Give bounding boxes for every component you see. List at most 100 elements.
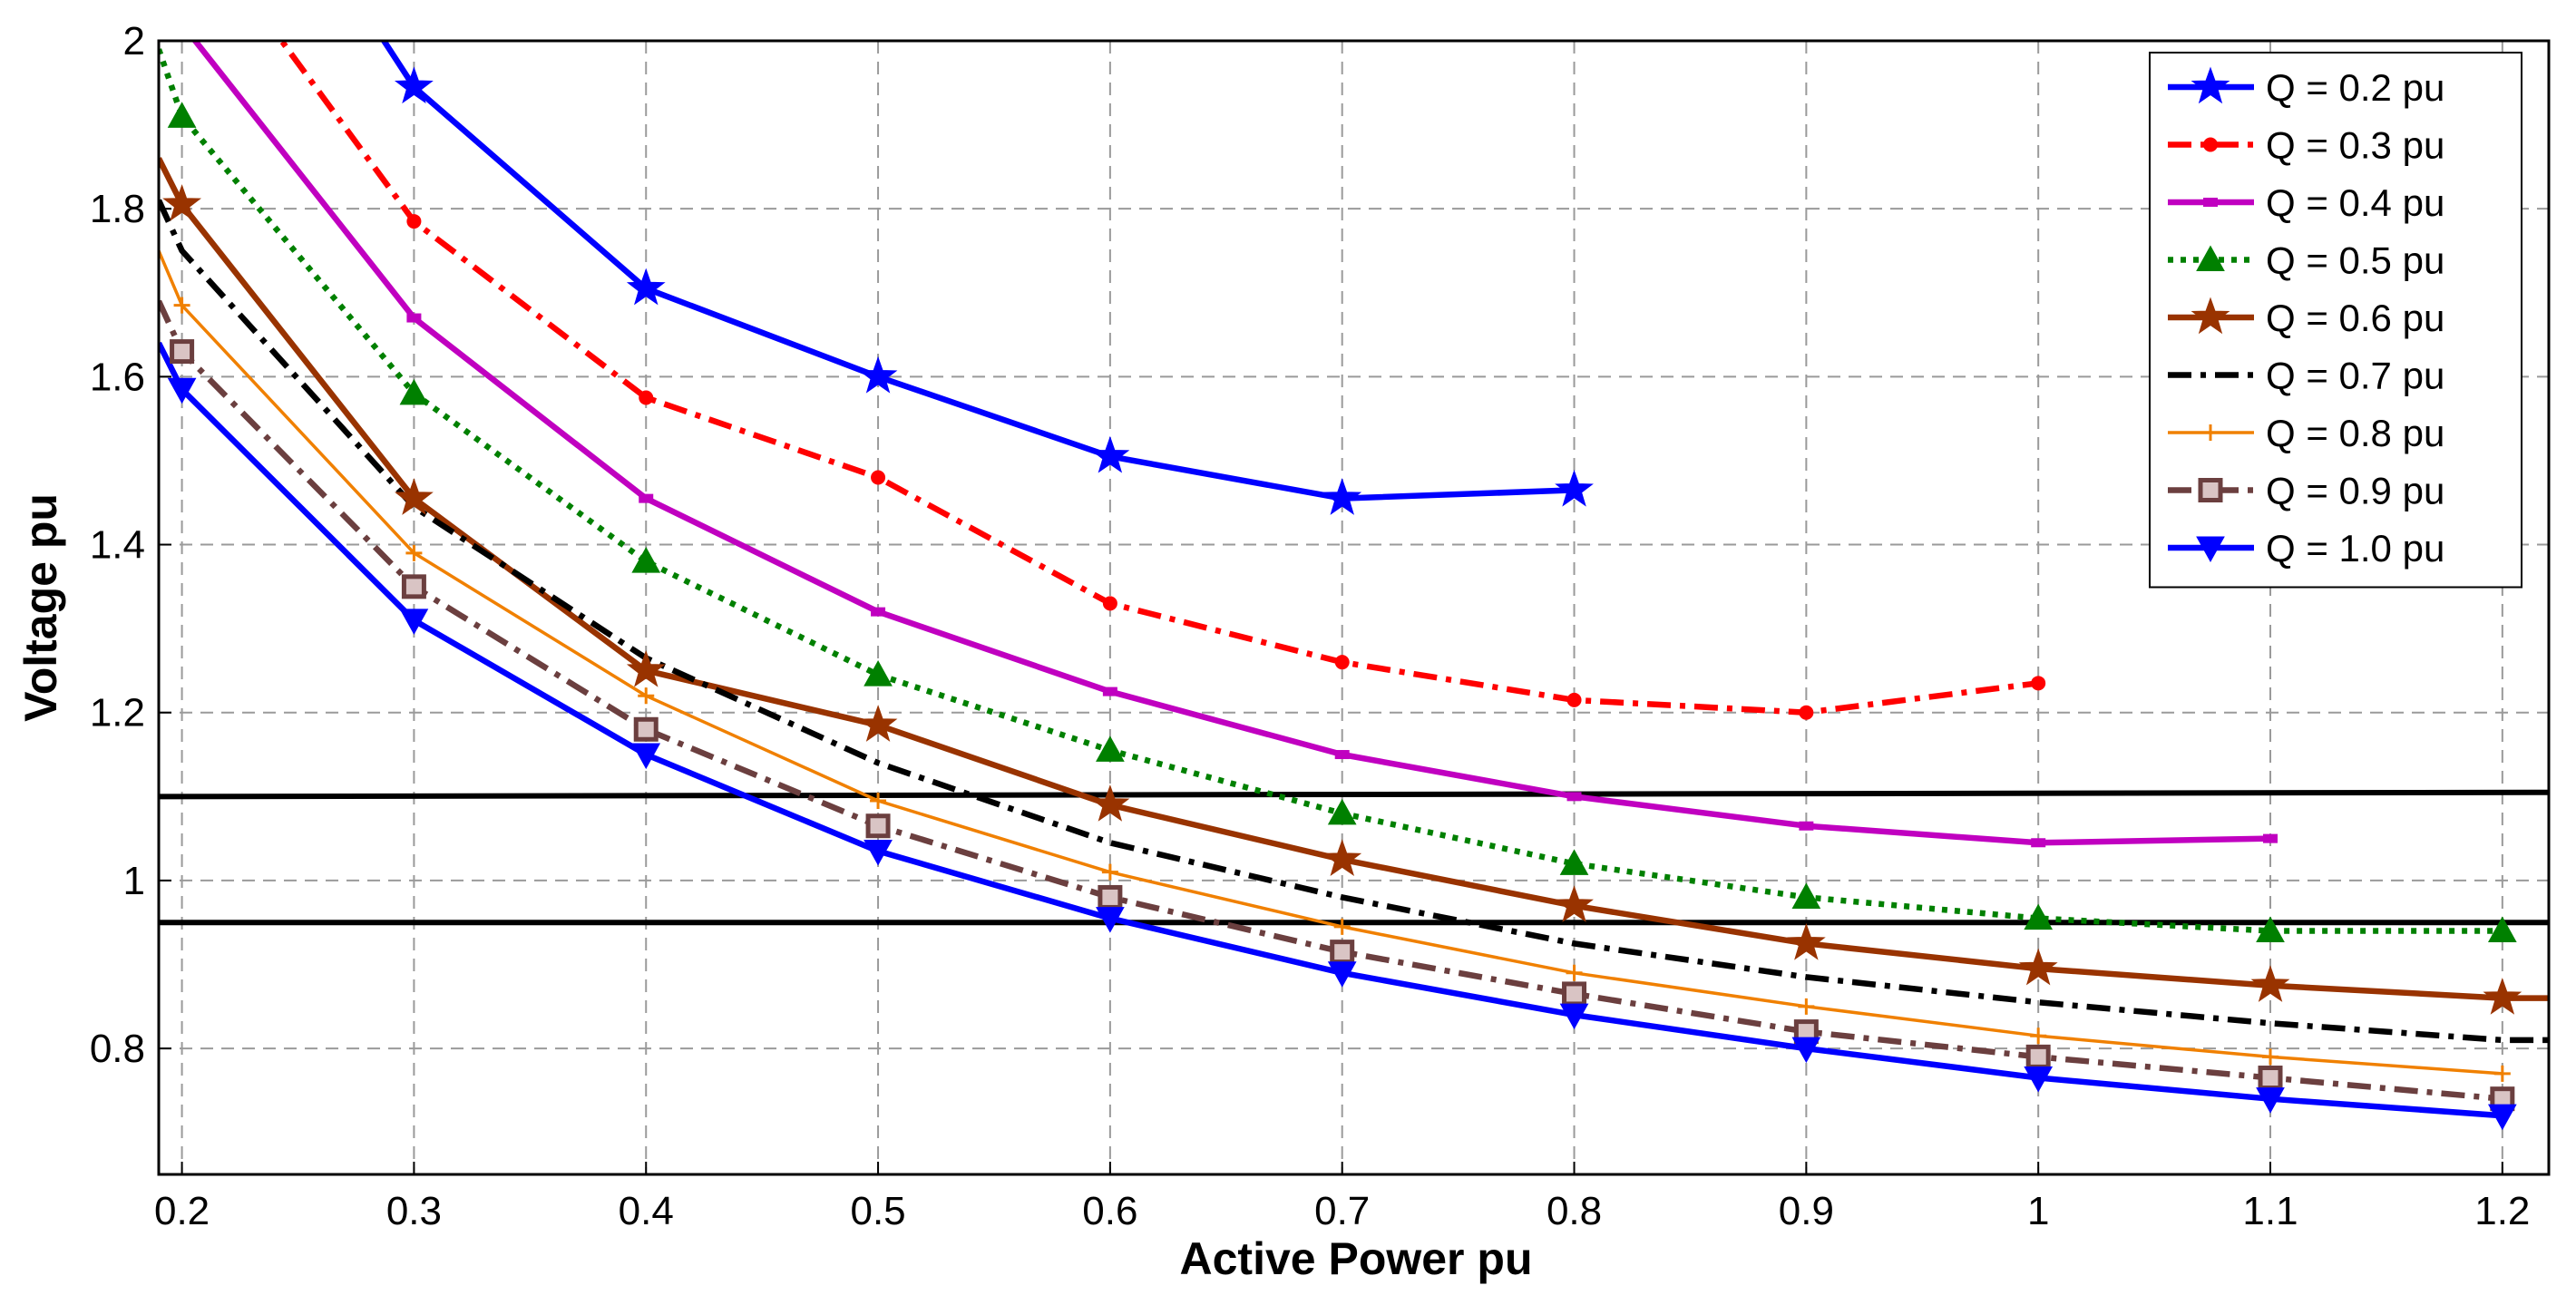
data-point	[2024, 903, 2054, 930]
series-markers	[162, 66, 2522, 1131]
data-point	[394, 478, 434, 515]
x-tick-label: 0.8	[1547, 1189, 1602, 1233]
x-tick-label: 0.5	[850, 1189, 905, 1233]
data-point	[1098, 884, 1123, 910]
data-point	[162, 184, 202, 221]
legend-label: Q = 0.4 pu	[2266, 181, 2444, 224]
data-point	[406, 214, 422, 229]
series-line	[159, 48, 2503, 934]
data-point	[1791, 1037, 1821, 1064]
legend-marker	[2191, 297, 2230, 335]
x-axis-label: Active Power pu	[1180, 1233, 1533, 1284]
data-point	[626, 268, 666, 306]
series-line	[159, 199, 2549, 1044]
data-point	[2030, 1027, 2047, 1045]
data-point	[1799, 821, 1814, 831]
legend-marker	[2196, 245, 2225, 271]
data-point	[1102, 596, 1117, 611]
x-tick-label: 0.9	[1779, 1189, 1834, 1233]
data-point	[1327, 798, 1357, 825]
y-tick-labels: 0.8 1 1.2 1.4 1.6 1.8 2	[90, 19, 145, 1071]
data-point	[2487, 1104, 2517, 1131]
data-point	[1333, 918, 1351, 935]
legend-entry: Q = 1.0 pu	[2168, 527, 2444, 570]
data-point	[1327, 961, 1357, 988]
data-point	[2018, 948, 2058, 986]
legend-entry: Q = 0.8 pu	[2168, 412, 2444, 454]
data-point	[1555, 469, 1594, 507]
y-tick-label: 1.8	[90, 187, 145, 231]
data-point	[399, 378, 429, 405]
legend-label: Q = 0.5 pu	[2266, 239, 2444, 282]
legend-marker	[2196, 536, 2225, 563]
data-point	[870, 792, 887, 809]
data-point	[406, 313, 422, 323]
data-point	[2487, 916, 2517, 942]
data-point	[638, 687, 655, 705]
data-point	[1334, 750, 1350, 760]
data-point	[173, 297, 190, 314]
data-point	[1566, 964, 1583, 981]
data-point	[639, 390, 654, 405]
series-line	[159, 249, 2503, 1076]
data-point	[2025, 1044, 2051, 1069]
data-point	[2493, 1065, 2511, 1082]
legend-entry: Q = 0.2 pu	[2168, 66, 2444, 109]
x-tick-label: 0.7	[1314, 1189, 1370, 1233]
data-point	[858, 705, 898, 742]
legend-entry: Q = 0.3 pu	[2168, 124, 2444, 167]
x-tick-label: 0.3	[386, 1189, 442, 1233]
x-tick-label: 1	[2027, 1189, 2049, 1233]
data-point	[2262, 1048, 2279, 1066]
x-tick-label: 1.1	[2242, 1189, 2298, 1233]
y-tick-label: 1	[123, 859, 145, 903]
data-point	[2031, 838, 2046, 848]
series-line	[159, 299, 2503, 1102]
legend-label: Q = 0.7 pu	[2266, 355, 2444, 397]
data-point	[2258, 1066, 2283, 1091]
data-point	[405, 544, 423, 561]
x-tick-label: 1.2	[2474, 1189, 2530, 1233]
legend-label: Q = 0.3 pu	[2266, 124, 2444, 167]
data-point	[170, 339, 195, 365]
data-point	[871, 470, 886, 485]
legend-label: Q = 0.8 pu	[2266, 412, 2444, 454]
series-line	[159, 341, 2503, 1119]
data-point	[1090, 784, 1130, 822]
data-point	[394, 66, 434, 104]
data-point	[1791, 882, 1821, 909]
y-tick-label: 1.2	[90, 691, 145, 735]
legend-entry: Q = 0.5 pu	[2168, 239, 2444, 282]
legend-marker	[2203, 137, 2218, 152]
data-point	[1322, 478, 1362, 515]
data-point	[1566, 692, 1582, 707]
data-point	[1566, 792, 1582, 802]
data-point	[2250, 965, 2290, 1002]
legend-marker	[2198, 478, 2223, 502]
data-point	[1559, 849, 1589, 875]
data-point	[2256, 916, 2285, 942]
data-point	[1330, 940, 1355, 965]
data-point	[631, 743, 661, 770]
x-tick-label: 0.2	[154, 1189, 210, 1233]
data-point	[858, 355, 898, 394]
reference-lines	[159, 789, 2549, 926]
data-point	[401, 574, 426, 599]
data-point	[1322, 839, 1362, 877]
legend-entry: Q = 0.4 pu	[2168, 181, 2444, 224]
data-point	[1096, 907, 1125, 933]
data-point	[631, 547, 661, 573]
y-axis-label: Voltage pu	[15, 493, 66, 722]
plot-frame	[157, 39, 2551, 1176]
data-point	[1334, 655, 1350, 670]
data-point	[633, 716, 659, 742]
data-point	[1562, 981, 1587, 1007]
data-point	[865, 813, 891, 839]
data-point	[167, 377, 197, 404]
legend-label: Q = 1.0 pu	[2266, 527, 2444, 570]
series-line	[191, 41, 2271, 846]
data-point	[871, 607, 886, 617]
data-point	[2031, 676, 2046, 691]
data-point	[639, 493, 654, 503]
